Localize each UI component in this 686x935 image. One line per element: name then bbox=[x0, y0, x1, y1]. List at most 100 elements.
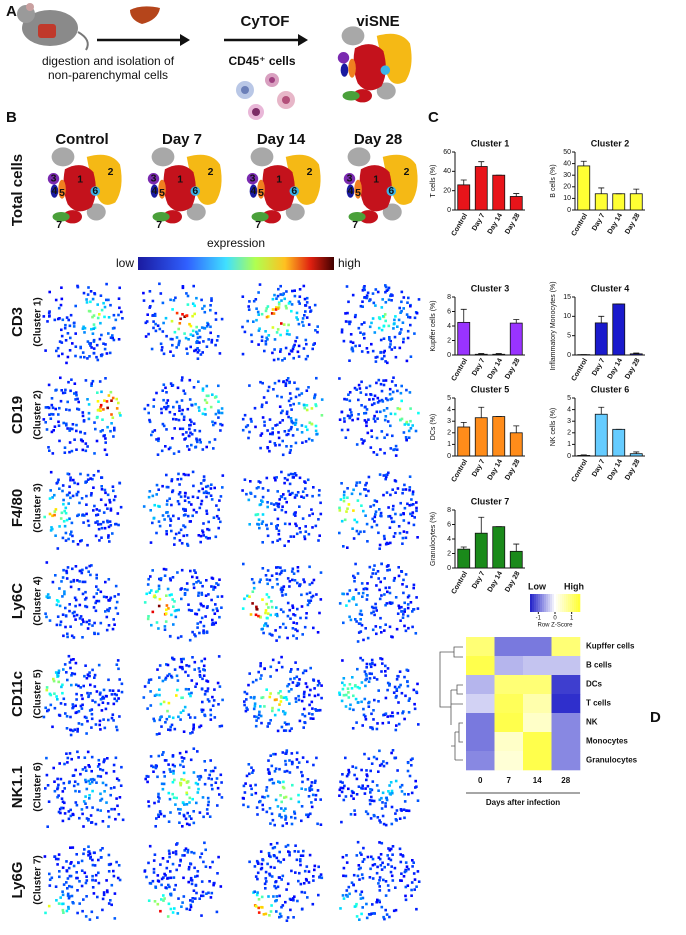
visne-dot bbox=[189, 716, 192, 719]
visne-dot bbox=[277, 780, 280, 783]
visne-dot bbox=[190, 691, 193, 695]
visne-dot bbox=[266, 794, 270, 798]
visne-dot bbox=[311, 439, 314, 442]
visne-dot bbox=[271, 658, 275, 662]
visne-dot bbox=[90, 821, 93, 824]
visne-dot bbox=[279, 333, 282, 337]
visne-dot bbox=[401, 536, 405, 540]
visne-dot bbox=[154, 590, 158, 594]
visne-dot bbox=[211, 608, 215, 612]
visne-dot bbox=[164, 620, 168, 623]
visne-dot bbox=[186, 514, 190, 518]
visne-dot bbox=[398, 606, 401, 610]
visne-dot bbox=[248, 523, 251, 526]
visne-dot bbox=[372, 503, 376, 507]
visne-dot bbox=[402, 340, 405, 344]
visne-dot bbox=[104, 503, 107, 507]
visne-dot bbox=[43, 855, 47, 858]
visne-dot bbox=[55, 623, 59, 627]
visne-dot bbox=[211, 695, 214, 699]
visne-dot bbox=[155, 817, 158, 820]
visne-dot bbox=[287, 399, 291, 403]
visne-dot bbox=[274, 886, 278, 890]
visne-dot bbox=[250, 793, 254, 796]
visne-dot bbox=[284, 510, 288, 514]
visne-dot bbox=[266, 505, 269, 509]
visne-dot bbox=[181, 760, 184, 763]
visne-dot bbox=[291, 606, 295, 609]
visne-dot bbox=[182, 534, 185, 538]
visne-dot bbox=[290, 309, 293, 313]
visne-dot bbox=[81, 568, 84, 572]
visne-dot bbox=[200, 880, 204, 883]
visne-dot bbox=[59, 811, 62, 815]
visne-dot bbox=[373, 698, 376, 702]
visne-dot bbox=[248, 430, 251, 434]
visne-dot bbox=[368, 672, 372, 675]
visne-dot bbox=[50, 397, 54, 400]
visne-dot bbox=[147, 804, 151, 808]
visne-dot bbox=[310, 407, 314, 410]
visne-dot bbox=[261, 808, 265, 811]
visne-dot bbox=[79, 704, 83, 708]
visne-dot bbox=[90, 910, 94, 914]
visne-dot bbox=[303, 535, 306, 538]
visne-dot bbox=[363, 670, 367, 673]
visne-dot bbox=[338, 506, 341, 510]
visne-dot bbox=[253, 865, 257, 868]
visne-dot bbox=[317, 679, 320, 683]
visne-dot bbox=[311, 347, 314, 351]
visne-dot bbox=[282, 710, 285, 713]
visne-dot bbox=[378, 597, 382, 601]
visne-dot bbox=[304, 788, 307, 791]
visne-dot bbox=[185, 791, 188, 795]
visne-dot bbox=[394, 779, 398, 783]
visne-dot bbox=[178, 483, 181, 486]
visne-dot bbox=[270, 875, 274, 878]
visne-dot bbox=[86, 691, 89, 695]
visne-plot bbox=[340, 284, 421, 365]
visne-dot bbox=[97, 469, 100, 473]
visne-dot bbox=[205, 445, 208, 449]
visne-dot bbox=[102, 520, 105, 524]
y-tick-label: 5 bbox=[447, 395, 451, 402]
visne-dot bbox=[272, 358, 276, 362]
visne-dot bbox=[207, 491, 211, 495]
visne-dot bbox=[207, 520, 210, 524]
visne-dot bbox=[393, 335, 397, 339]
error-bar bbox=[598, 406, 605, 415]
visne-dot bbox=[70, 449, 74, 453]
visne-dot bbox=[164, 612, 168, 615]
visne-dot bbox=[61, 484, 65, 487]
visne-dot bbox=[76, 782, 80, 786]
visne-dot bbox=[415, 907, 418, 911]
colorbar-cell bbox=[550, 594, 553, 612]
visne-dot bbox=[196, 775, 200, 778]
visne-dot bbox=[390, 380, 394, 383]
visne-dot bbox=[199, 353, 203, 356]
visne-dot bbox=[161, 514, 165, 517]
visne-dot bbox=[401, 491, 404, 495]
visne-dot bbox=[378, 857, 382, 861]
visne-dot bbox=[250, 333, 253, 337]
visne-dot bbox=[169, 674, 173, 678]
visne-dot bbox=[115, 663, 119, 666]
visne-dot bbox=[267, 759, 270, 762]
visne-dot bbox=[286, 916, 290, 919]
visne-dot bbox=[244, 425, 248, 429]
visne-dot bbox=[282, 780, 285, 784]
visne-dot bbox=[61, 893, 65, 897]
visne-dot bbox=[266, 569, 270, 572]
visne-dot bbox=[369, 665, 373, 669]
visne-dot bbox=[214, 535, 218, 539]
visne-dot bbox=[171, 437, 174, 440]
visne-dot bbox=[56, 795, 59, 799]
visne-dot bbox=[280, 665, 284, 669]
visne-dot bbox=[253, 495, 257, 498]
visne-dot bbox=[175, 694, 178, 697]
visne-dot bbox=[278, 876, 281, 879]
visne-dot bbox=[44, 612, 47, 615]
visne-dot bbox=[215, 514, 219, 518]
visne-dot bbox=[98, 313, 101, 316]
visne-dot bbox=[383, 451, 386, 455]
